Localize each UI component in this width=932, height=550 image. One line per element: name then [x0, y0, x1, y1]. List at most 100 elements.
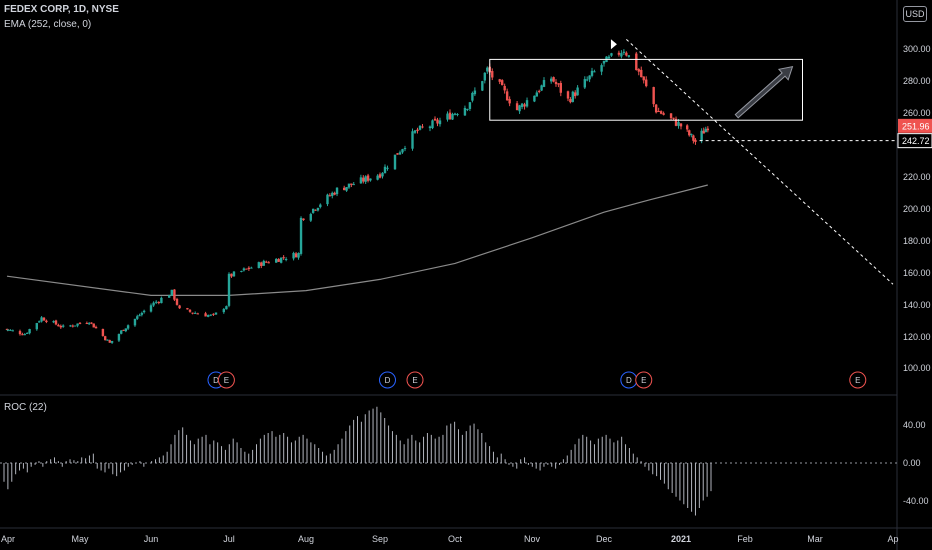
candle-body: [383, 166, 387, 174]
drawing-layer[interactable]: [489, 39, 897, 285]
candle-body: [523, 104, 526, 107]
price-tick-label: 200.00: [903, 204, 931, 214]
currency-badge[interactable]: USD: [903, 6, 927, 22]
candle-body: [23, 334, 26, 336]
candle-body: [225, 306, 228, 310]
candle-body: [622, 51, 626, 53]
time-tick-label: Mar: [807, 534, 823, 544]
symbol-name: FEDEX CORP: [4, 4, 68, 15]
candle-body: [617, 52, 621, 55]
candle-body: [328, 195, 332, 197]
flag-marker: [610, 39, 617, 50]
time-tick-label: Feb: [737, 534, 753, 544]
candle-body: [386, 167, 389, 169]
candle-body: [706, 128, 710, 131]
candle-body: [677, 122, 680, 126]
candle-body: [396, 153, 399, 155]
candle-body: [175, 298, 179, 305]
candle-body: [299, 217, 303, 254]
candle-body: [583, 79, 586, 88]
roc-legend[interactable]: ROC (22): [4, 402, 47, 413]
candle-body: [446, 113, 449, 120]
candle-body: [535, 92, 538, 97]
candle-body: [326, 194, 329, 205]
candle-body: [35, 323, 38, 330]
candle-body: [657, 111, 660, 113]
candle-body: [451, 114, 454, 120]
candle-body: [342, 187, 346, 191]
candle-body: [463, 107, 467, 116]
descending-trendline: [626, 39, 894, 285]
candle-body: [6, 329, 10, 331]
candle-body: [230, 273, 233, 277]
ema-legend[interactable]: EMA (252, close, 0): [4, 19, 92, 30]
candle-body: [120, 330, 123, 334]
candle-body: [620, 53, 623, 57]
candle-body: [566, 91, 570, 99]
candle-body: [309, 214, 312, 221]
candle-body: [136, 316, 139, 319]
candle-body: [335, 187, 339, 195]
candle-body: [52, 321, 55, 323]
candle-body: [359, 177, 363, 184]
candle-body: [333, 192, 336, 195]
candle-body: [319, 204, 322, 208]
candle-body: [602, 60, 606, 64]
time-tick-label: Dec: [596, 534, 613, 544]
axis-layer: 100.00 120.00 140.00 160.00 180.00 200.00 220.…: [1, 44, 932, 544]
price-tick-label: 300.00: [903, 44, 931, 54]
candle-body: [413, 130, 417, 133]
candle-body: [466, 109, 469, 111]
candle-body: [92, 323, 95, 328]
candle-body: [593, 71, 596, 73]
candle-body: [471, 92, 474, 101]
time-tick-label: Oct: [448, 534, 463, 544]
candle-body: [282, 257, 285, 259]
candle-body: [491, 71, 494, 78]
symbol-legend[interactable]: FEDEX CORP, 1D, NYSE: [4, 4, 119, 15]
candle-body: [378, 174, 382, 178]
candle-body: [85, 323, 89, 325]
candle-body: [505, 91, 509, 101]
candle-body: [247, 267, 251, 270]
candle-body: [453, 113, 457, 115]
time-tick-label: Jun: [144, 534, 159, 544]
candle-body: [94, 326, 98, 329]
candle-body: [694, 139, 697, 142]
candle-body: [642, 76, 645, 81]
candle-body: [117, 334, 121, 341]
earnings-badge: [217, 371, 235, 389]
candle-body: [350, 183, 353, 185]
candle-body: [108, 340, 111, 343]
candle-body: [421, 126, 424, 128]
candle-body: [515, 103, 519, 111]
candle-body: [178, 305, 181, 309]
candle-body: [232, 271, 236, 277]
candle-body: [431, 120, 434, 129]
candle-body: [21, 334, 24, 336]
candle-body: [500, 80, 504, 86]
candle-body: [173, 289, 176, 300]
candle-body: [149, 305, 153, 312]
candle-body: [138, 315, 141, 317]
candle-body: [142, 310, 146, 313]
candle-body: [191, 312, 194, 314]
candle-body: [366, 175, 370, 181]
candle-body: [685, 125, 689, 130]
candle-body: [347, 183, 351, 188]
earnings-badge: [849, 371, 867, 389]
candle-body: [18, 331, 22, 335]
candle-body: [600, 65, 603, 72]
candle-body: [155, 301, 158, 303]
dividend-badge: [379, 371, 396, 389]
time-tick-label: Ap: [887, 534, 898, 544]
candle-body: [212, 313, 215, 315]
candle-body: [240, 270, 243, 272]
candle-body: [557, 83, 560, 85]
price-label-text: 251.96: [902, 121, 930, 131]
time-tick-label: May: [71, 534, 89, 544]
candle-body: [157, 302, 160, 304]
